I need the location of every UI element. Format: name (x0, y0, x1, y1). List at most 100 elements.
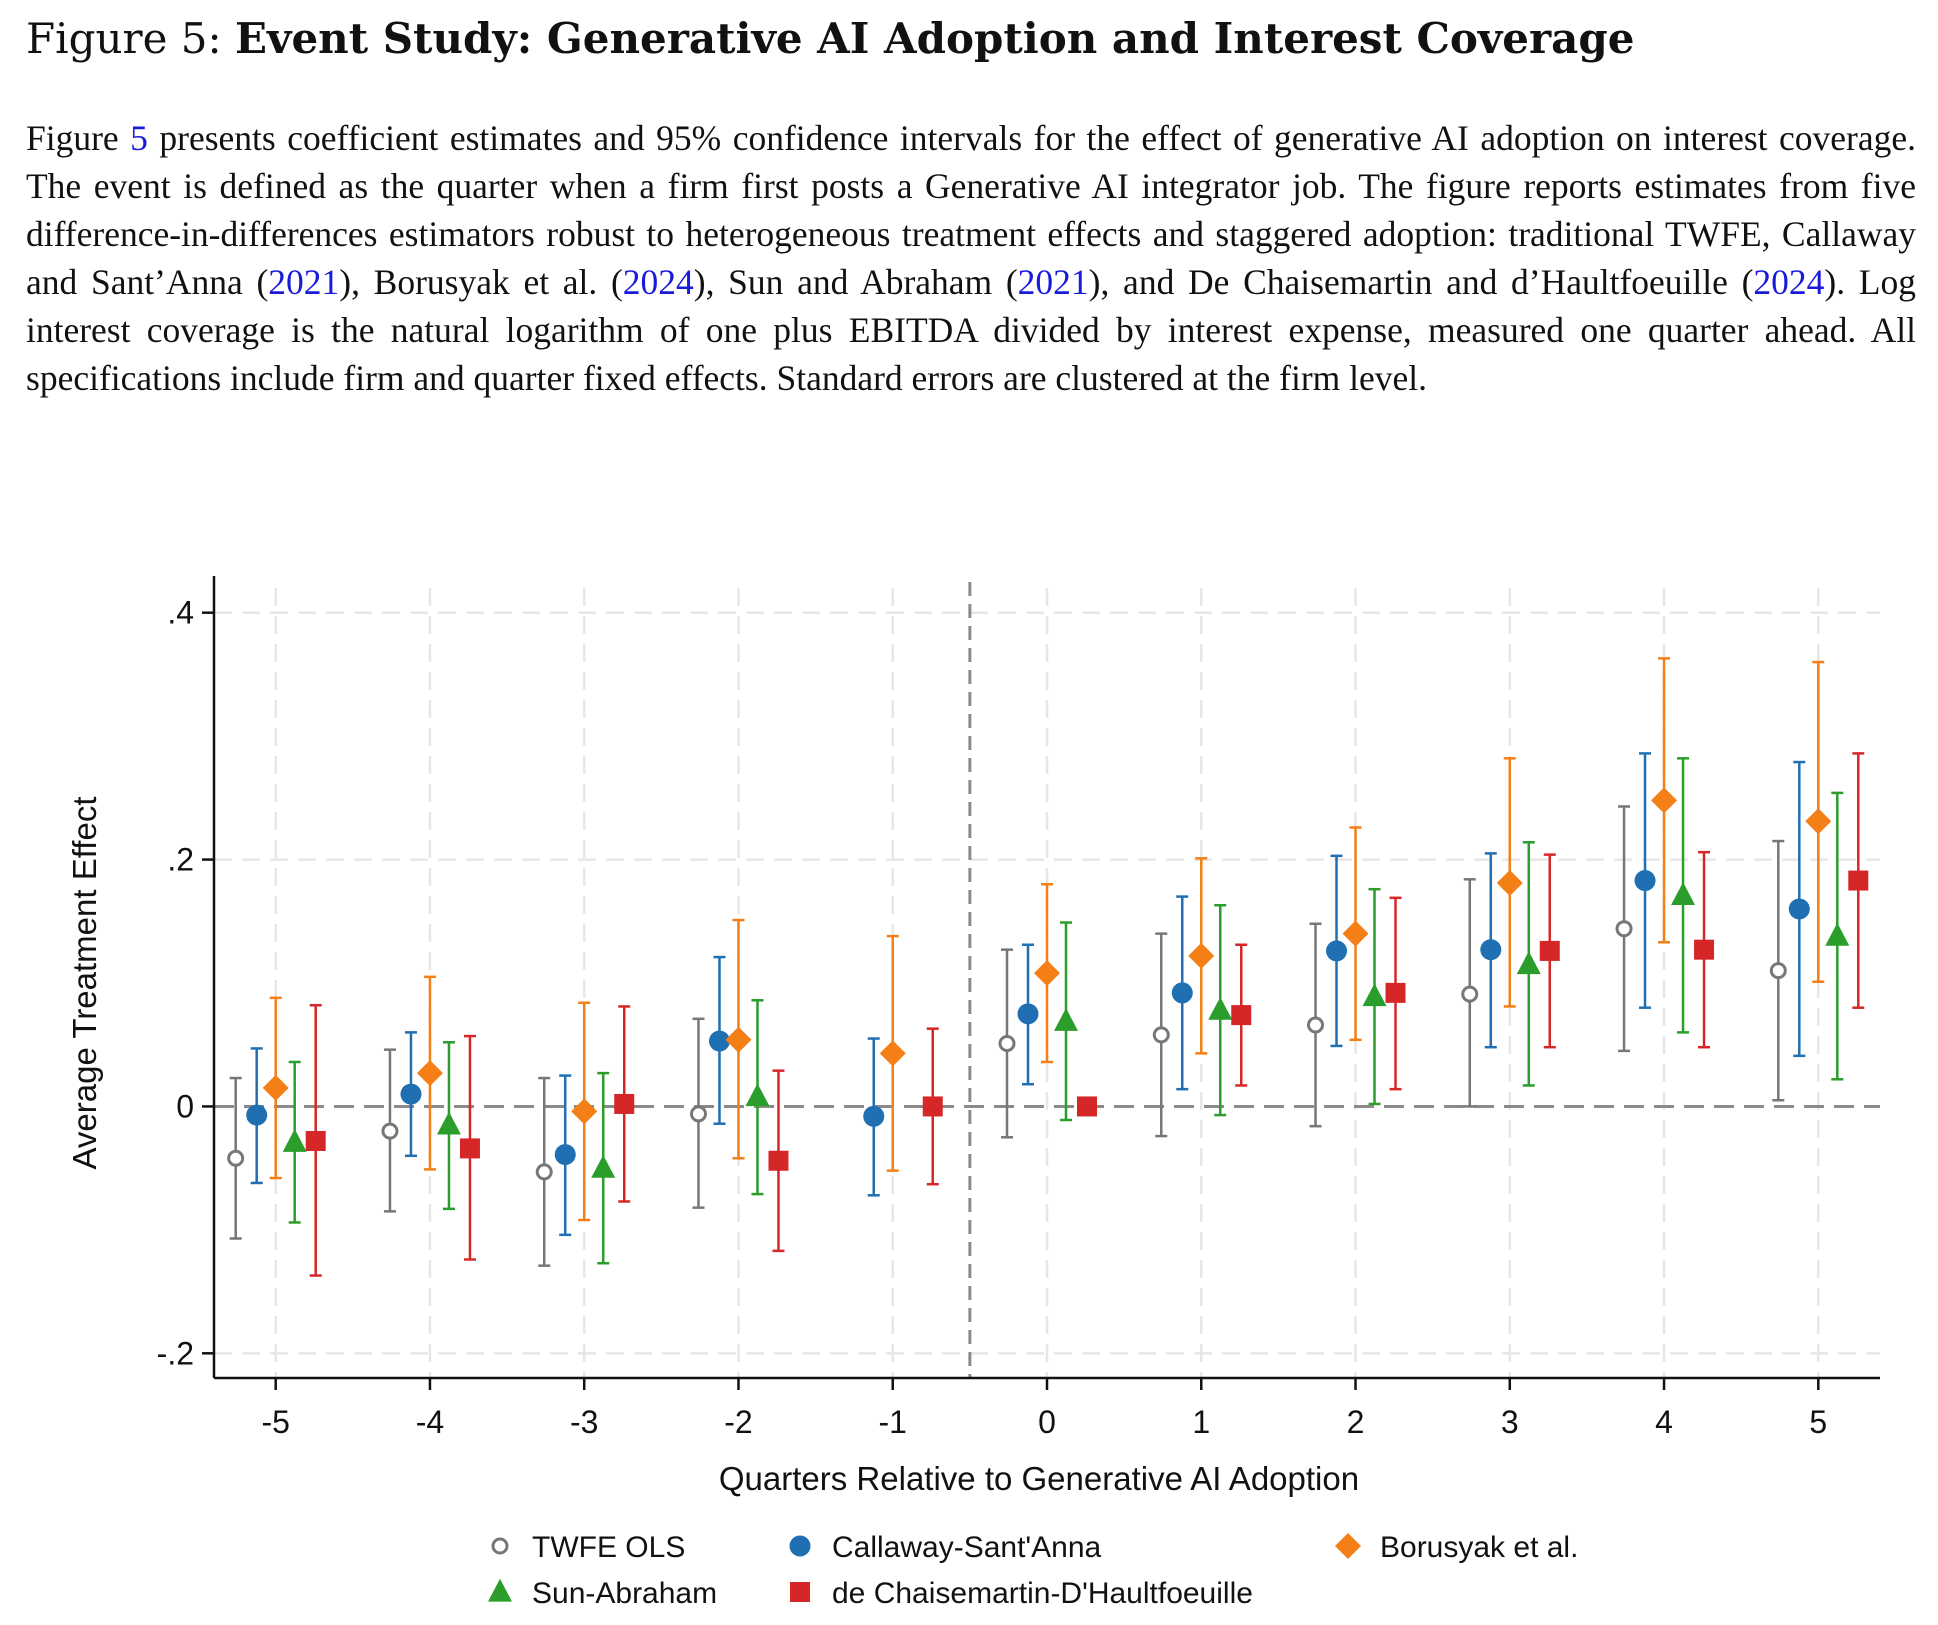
legend-item: Callaway-Sant'Anna (789, 1531, 1102, 1564)
data-point (998, 1034, 1016, 1052)
series-twfe-ols (227, 805, 1787, 1267)
data-point (1208, 996, 1233, 1020)
data-point (1188, 942, 1215, 969)
data-point (1496, 870, 1523, 897)
x-tick-label: -5 (261, 1404, 289, 1440)
x-tick-label: 0 (1038, 1404, 1056, 1440)
data-point (1805, 808, 1832, 835)
event-study-chart: -.2 0 .2 .4 -5 -4 -3 -2 -1 0 1 2 3 4 5 Average Treatme… (66, 576, 1880, 1610)
data-point (1326, 940, 1348, 962)
y-tick-label: -.2 (157, 1335, 194, 1371)
legend-marker (488, 1578, 512, 1602)
data-point (227, 1149, 245, 1167)
figure-title: Event Study: Generative AI Adoption and … (235, 14, 1635, 63)
legend-marker (1335, 1533, 1361, 1559)
data-point (1461, 985, 1479, 1003)
y-tick-label: .2 (167, 842, 194, 878)
data-point (1017, 1003, 1039, 1025)
data-point (1385, 982, 1406, 1003)
axes: -.2 0 .2 .4 -5 -4 -3 -2 -1 0 1 2 3 4 5 (157, 576, 1880, 1440)
data-point (1231, 1005, 1252, 1026)
data-point (745, 1083, 770, 1107)
legend-label: de Chaisemartin-D'Haultfoeuille (832, 1577, 1253, 1610)
data-point (708, 1030, 730, 1052)
data-point (1615, 920, 1633, 938)
legend-item: Sun-Abraham (488, 1577, 717, 1610)
desc-text: presents coefficient estimates and 95% c… (26, 118, 1916, 302)
data-point (416, 1060, 443, 1087)
x-tick-label: -1 (879, 1404, 907, 1440)
legend-label: Borusyak et al. (1380, 1531, 1578, 1564)
legend-label: Sun-Abraham (532, 1577, 717, 1610)
series-layer (227, 657, 1869, 1277)
data-point (1307, 1016, 1325, 1034)
legend: TWFE OLS Callaway-Sant'Anna Borusyak et al… (488, 1531, 1578, 1610)
data-point (768, 1150, 789, 1171)
legend-item: TWFE OLS (491, 1531, 685, 1564)
citation-link[interactable]: 2024 (622, 262, 694, 302)
desc-text: ), Sun and Abraham ( (693, 262, 1018, 302)
data-point (1694, 939, 1715, 960)
legend-label: TWFE OLS (532, 1531, 685, 1564)
citation-link[interactable]: 2021 (268, 262, 340, 302)
legend-marker (790, 1582, 810, 1602)
y-tick-label: 0 (176, 1088, 194, 1124)
data-point (1034, 960, 1060, 987)
data-point (1634, 870, 1656, 892)
data-point (1171, 982, 1193, 1004)
data-point (1342, 920, 1369, 947)
data-point (1152, 1026, 1170, 1044)
legend-marker (491, 1537, 509, 1555)
x-tick-label: 1 (1192, 1404, 1210, 1440)
data-point (282, 1129, 307, 1152)
desc-text: ), and De Chaisemartin and d’Haultfoeuil… (1088, 262, 1754, 302)
desc-text: ). Log interest coverage is the natural … (26, 262, 1916, 398)
x-tick-label: 3 (1501, 1404, 1519, 1440)
data-point (725, 1026, 752, 1053)
data-point (1651, 787, 1678, 814)
data-point (262, 1074, 289, 1101)
figure-ref-link[interactable]: 5 (130, 118, 148, 158)
data-point (305, 1131, 326, 1151)
series-borusyak-et-al- (262, 657, 1832, 1222)
desc-text: Figure (26, 118, 131, 158)
data-point (1825, 922, 1850, 946)
data-point (1516, 951, 1541, 975)
series-sun-abraham (282, 757, 1850, 1265)
data-point (459, 1138, 480, 1159)
data-point (436, 1111, 461, 1135)
data-point (1362, 983, 1387, 1007)
y-tick-label: .4 (167, 595, 194, 631)
data-point (554, 1144, 576, 1166)
data-point (689, 1105, 707, 1123)
data-point (381, 1122, 399, 1140)
data-point (922, 1096, 943, 1117)
citation-link[interactable]: 2024 (1753, 262, 1825, 302)
data-point (1077, 1096, 1097, 1117)
data-point (614, 1093, 635, 1114)
data-point (1788, 898, 1810, 920)
data-point (1539, 940, 1560, 961)
data-point (1671, 882, 1696, 905)
figure-caption: Figure 5: Event Study: Generative AI Ado… (26, 14, 1916, 63)
legend-item: de Chaisemartin-D'Haultfoeuille (790, 1577, 1253, 1610)
figure-label: Figure 5: (26, 14, 222, 63)
x-tick-label: 5 (1809, 1404, 1827, 1440)
citation-link[interactable]: 2021 (1017, 262, 1089, 302)
data-point (535, 1163, 553, 1181)
x-tick-label: -3 (570, 1404, 598, 1440)
data-point (591, 1154, 616, 1178)
desc-text: ), Borusyak et al. ( (339, 262, 623, 302)
data-point (1054, 1008, 1078, 1031)
reference-lines (214, 582, 1880, 1378)
x-axis-label: Quarters Relative to Generative AI Adopt… (719, 1460, 1359, 1497)
data-point (400, 1083, 422, 1105)
chart-container: -.2 0 .2 .4 -5 -4 -3 -2 -1 0 1 2 3 4 5 Average Treatme… (0, 560, 1938, 1620)
x-tick-label: -4 (416, 1404, 444, 1440)
data-point (1848, 870, 1869, 891)
x-tick-label: 2 (1347, 1404, 1365, 1440)
y-axis-label: Average Treatment Effect (66, 797, 103, 1170)
data-point (246, 1104, 268, 1126)
data-point (1769, 962, 1787, 980)
